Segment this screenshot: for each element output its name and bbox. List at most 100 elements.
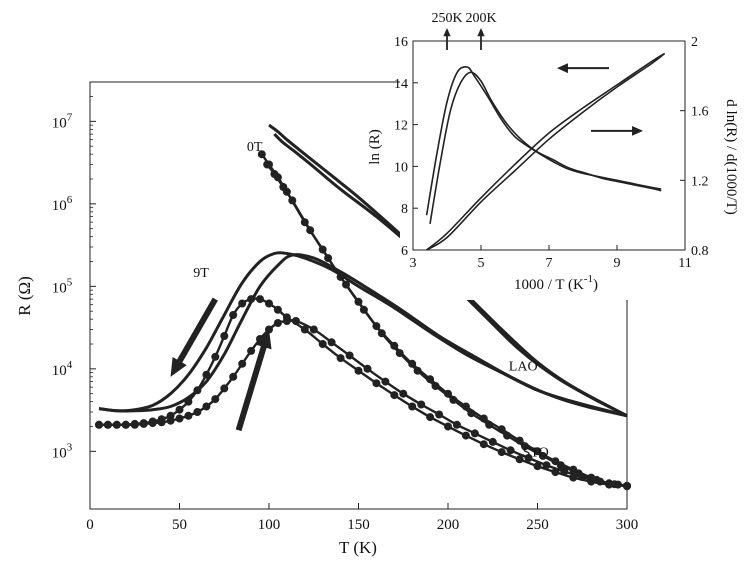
data-point-sto-0t	[270, 170, 279, 178]
arrow-head-cooling	[170, 356, 187, 377]
data-point-sto-9t	[184, 411, 193, 420]
data-point-sto-9t	[175, 405, 184, 414]
data-point-sto-9t	[354, 366, 363, 375]
data-point-sto-9t	[417, 400, 426, 409]
data-point-sto-0t	[257, 150, 266, 159]
inset-x-axis-label: 1000 / T (K-1)	[514, 273, 598, 293]
series-line-lao-9t-3	[98, 253, 628, 418]
data-point-sto-9t	[184, 397, 193, 406]
inset-left-tick-label: 12	[394, 119, 408, 134]
data-point-sto-9t	[506, 446, 515, 455]
temperature-marker-arrow-head	[477, 28, 485, 37]
y-tick-label: 107	[52, 111, 73, 131]
data-point-sto-9t	[121, 420, 130, 429]
data-point-sto-9t	[435, 410, 444, 419]
x-tick-label: 250	[526, 517, 549, 533]
x-tick-label: 100	[258, 517, 281, 533]
data-point-sto-9t	[372, 379, 381, 388]
main-y-axis-label: R (Ω)	[15, 276, 34, 316]
inset-right-tick-label: 1.2	[691, 174, 709, 189]
data-point-sto-0t	[263, 160, 272, 169]
data-point-sto-9t	[399, 389, 408, 398]
data-point-sto-0t	[359, 305, 368, 314]
data-point-sto-9t	[390, 391, 399, 400]
data-point-sto-9t	[578, 472, 587, 481]
inset-right-tick-label: 2	[691, 35, 698, 50]
data-point-sto-9t	[229, 372, 238, 381]
data-point-sto-9t	[309, 325, 318, 334]
data-point-sto-9t	[202, 402, 211, 411]
arrow-head-warming	[255, 329, 272, 350]
inset-x-tick-label: 3	[410, 256, 417, 271]
main-arrows	[170, 297, 272, 432]
data-point-sto-9t	[408, 402, 417, 411]
data-point-sto-0t	[538, 451, 547, 460]
x-tick-label: 50	[172, 517, 187, 533]
inset-left-tick-label: 10	[394, 160, 408, 175]
data-point-sto-0t	[556, 461, 565, 470]
data-point-sto-0t	[449, 395, 458, 404]
data-point-sto-9t	[273, 305, 282, 314]
inset-right-tick-label: 0.8	[691, 244, 709, 259]
data-point-sto-9t	[166, 416, 175, 425]
data-point-sto-9t	[220, 332, 229, 340]
y-tick-label: 106	[52, 194, 73, 214]
data-point-sto-9t	[175, 414, 184, 423]
inset-series-d-ln-r-d-1000-t-2	[425, 66, 662, 216]
data-point-sto-9t	[103, 420, 112, 429]
data-point-sto-9t	[112, 420, 121, 429]
inset-x-label-close: )	[593, 277, 598, 293]
data-point-sto-9t	[238, 299, 247, 308]
y-tick-label: 103	[52, 441, 73, 461]
data-point-sto-9t	[497, 448, 506, 457]
inset-axis-arrows	[557, 63, 643, 136]
data-point-sto-0t	[288, 196, 297, 205]
data-point-sto-9t	[470, 429, 479, 438]
data-point-sto-9t	[139, 419, 148, 428]
data-point-sto-0t	[467, 409, 476, 418]
y-tick-label: 104	[52, 359, 73, 379]
data-point-sto-0t	[521, 442, 529, 451]
inset-axis-ticks: 3 5 7 9 11 6 8 10 12 14 16 0.8 1.2 1.6 2	[394, 35, 709, 271]
main-x-axis-label: T (K)	[339, 538, 377, 557]
data-point-sto-9t	[381, 377, 390, 386]
inset-series-d-ln-r-d-1000-t-3	[429, 71, 662, 225]
inset-left-tick-label: 14	[394, 77, 408, 92]
data-point-sto-9t	[479, 440, 488, 449]
arrow-shaft-warming	[235, 342, 268, 432]
data-point-sto-9t	[95, 420, 103, 429]
series-line-lao-0t-0	[268, 123, 628, 418]
data-point-sto-9t	[238, 359, 247, 368]
inset-x-tick-label: 5	[478, 256, 485, 271]
data-point-sto-9t	[533, 462, 542, 471]
data-point-sto-0t	[279, 183, 288, 191]
data-point-sto-9t	[461, 431, 470, 440]
data-point-sto-9t	[300, 325, 309, 334]
inset-left-tick-label: 6	[401, 244, 408, 259]
inset-left-tick-label: 16	[394, 35, 408, 50]
inset-series-group	[425, 52, 666, 251]
data-point-sto-9t	[202, 370, 211, 379]
inset-left-axis-label: ln (R)	[367, 129, 383, 164]
data-point-sto-9t	[524, 454, 533, 462]
inset-right-axis-label: d ln(R) / d(1000/T)	[723, 99, 739, 214]
annotation-0t: 0T	[247, 140, 263, 155]
data-point-sto-9t	[211, 395, 220, 404]
inset-x-label-main: 1000 / T (K	[514, 277, 584, 293]
data-point-sto-9t	[318, 340, 327, 348]
data-point-sto-9t	[596, 477, 605, 486]
data-point-sto-9t	[229, 311, 238, 319]
data-point-sto-9t	[560, 467, 569, 476]
data-point-sto-9t	[130, 420, 139, 429]
data-point-sto-0t	[503, 431, 512, 440]
annotation-sto: STO	[523, 445, 549, 460]
inset-x-label-exp: -1	[584, 273, 593, 285]
data-point-sto-0t	[413, 366, 422, 375]
x-tick-label: 0	[86, 517, 94, 533]
data-point-sto-9t	[148, 419, 157, 428]
temperature-marker-200k: 200K	[465, 11, 496, 26]
data-point-sto-9t	[488, 437, 497, 446]
